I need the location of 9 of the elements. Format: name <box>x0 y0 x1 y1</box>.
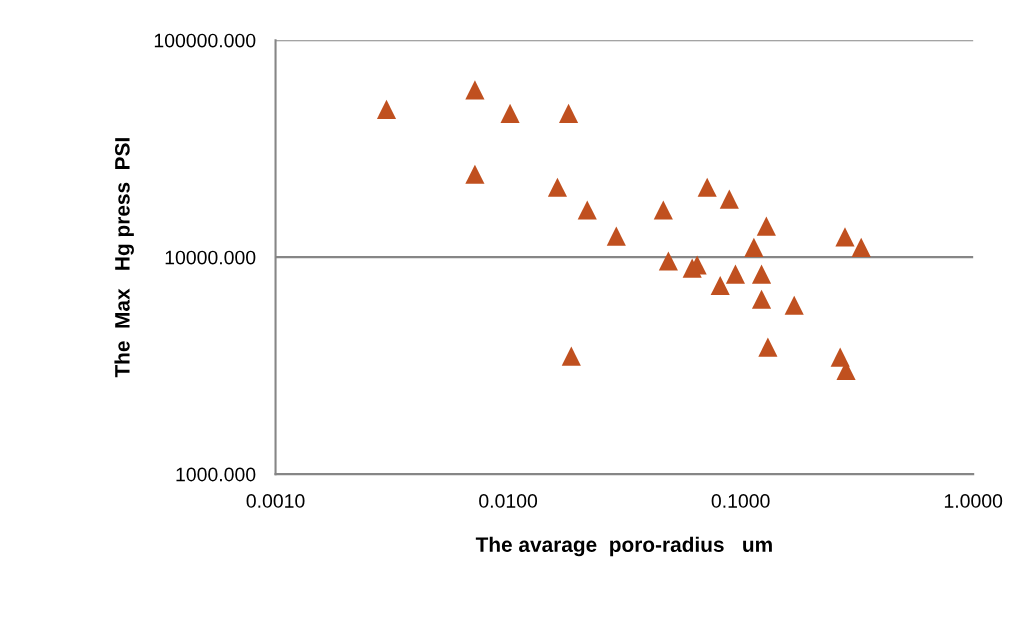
x-tick-label: 0.1000 <box>711 494 770 508</box>
y-tick-label: 10000.000 <box>165 250 256 265</box>
y-tick-label: 100000.000 <box>154 33 256 48</box>
x-axis-title: The avarage poro-radius um <box>475 536 772 557</box>
x-tick-label: 0.0100 <box>479 494 538 508</box>
x-tick-label: 0.0010 <box>246 494 305 508</box>
y-tick-label: 1000.000 <box>176 467 256 482</box>
y-axis-title: The Max Hg press PSI <box>114 138 134 378</box>
x-tick-label: 1.0000 <box>944 494 1003 508</box>
